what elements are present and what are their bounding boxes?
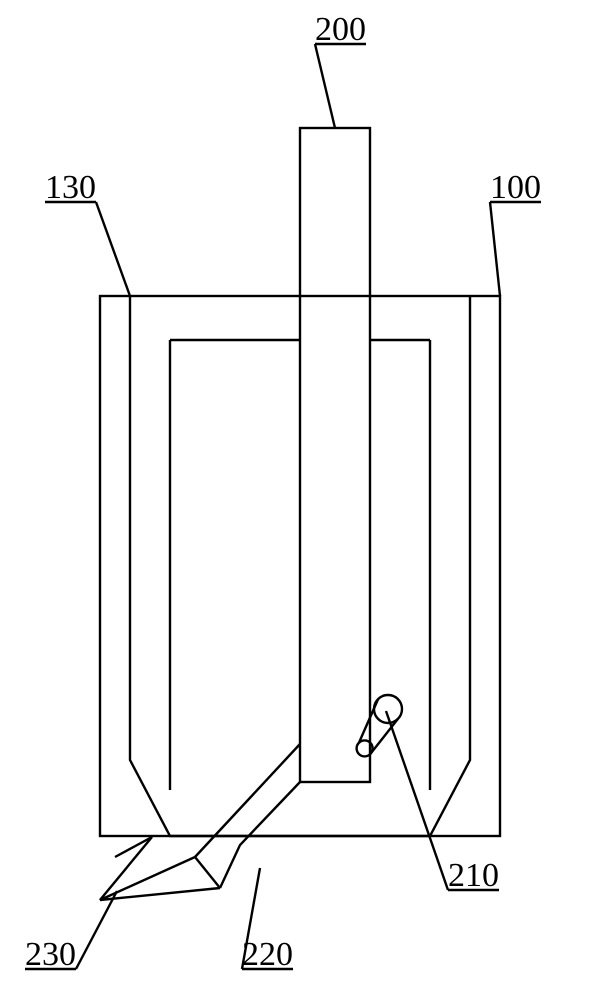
canvas-bg (0, 0, 596, 1000)
label-shaft: 200 (315, 11, 366, 48)
label-arm: 220 (242, 936, 293, 973)
label-inner_shell: 130 (45, 169, 96, 206)
label-outer_container: 100 (490, 169, 541, 206)
label-pin: 210 (448, 857, 499, 894)
label-blade: 230 (25, 936, 76, 973)
